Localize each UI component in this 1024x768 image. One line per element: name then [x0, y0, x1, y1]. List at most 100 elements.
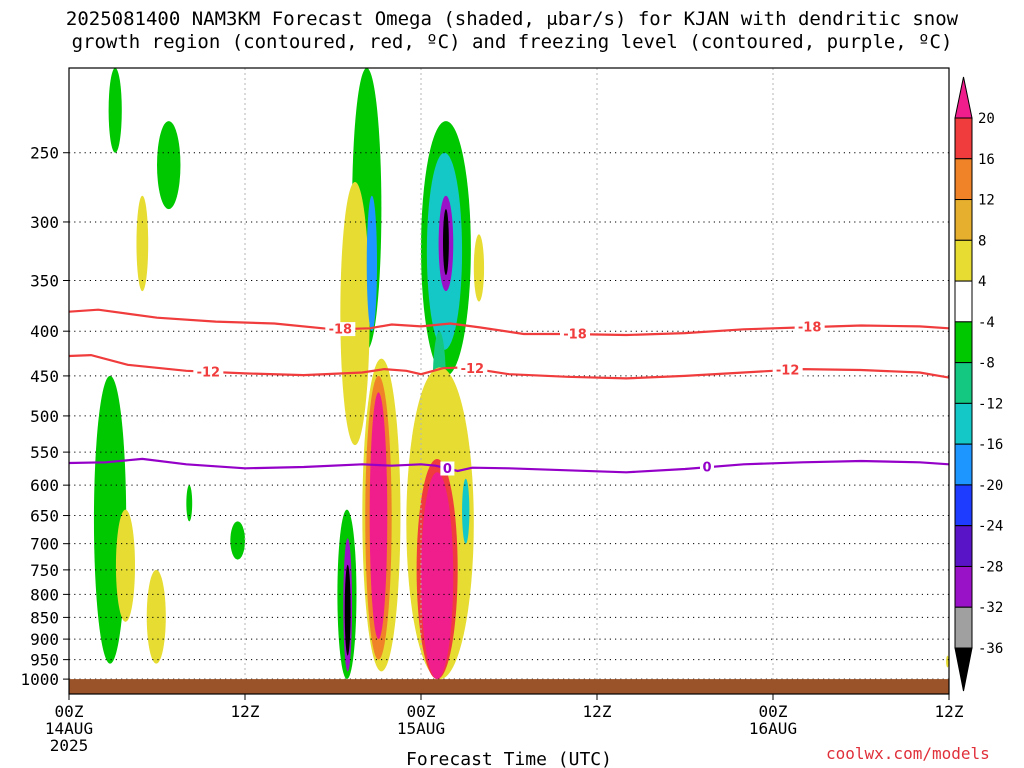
x-tick-label: 00Z [759, 702, 788, 721]
colorbar-bottom-arrow [954, 647, 973, 692]
dgz-contour [69, 308, 949, 337]
omega-blob [136, 195, 149, 292]
colorbar-top-arrow [954, 76, 973, 119]
y-tick-label: 700 [30, 535, 59, 554]
contour-label-bg [794, 320, 825, 335]
y-tick-label: 500 [30, 407, 59, 426]
colorbar-label: 12 [978, 193, 995, 209]
colorbar-label: -24 [978, 519, 1003, 535]
omega-blob [366, 195, 377, 332]
omega-blob [369, 392, 388, 640]
colorbar-segment [954, 117, 973, 160]
colorbar-segment [954, 484, 973, 527]
y-tick-label: 300 [30, 213, 59, 232]
contour-label-bg [457, 361, 488, 376]
colorbar-label: 20 [978, 111, 995, 127]
omega-blob [421, 472, 454, 680]
omega-blob [108, 68, 122, 153]
colorbar-segment [954, 321, 973, 364]
colorbar-segment [954, 402, 973, 445]
x-tick-label: 12Z [231, 702, 260, 721]
colorbar-segment [954, 565, 973, 608]
x-tick-label: 00Z [407, 702, 436, 721]
y-tick-label: 450 [30, 367, 59, 386]
contour-label-bg [325, 322, 356, 337]
x-tick-label: 00Z [55, 702, 84, 721]
colorbar-label: -32 [978, 600, 1003, 616]
contour-label: 0 [702, 461, 711, 476]
plot-frame [68, 67, 950, 695]
x-tick-date: 16AUG [749, 719, 797, 738]
colorbar-segment [954, 362, 973, 404]
y-axis-ticks: 250 300 350 400 450 500 550 600 650 700 750 800 850 9… [20, 144, 69, 689]
contour-label-bg [560, 327, 590, 342]
y-tick-label: 850 [30, 608, 59, 627]
colorbar-label: -12 [978, 396, 1003, 412]
y-tick-label: 350 [30, 271, 59, 290]
x-tick-label: 12Z [583, 702, 612, 721]
contour-labels: -18 -18 -18 -12 -12 -12 0 0 [193, 320, 825, 477]
omega-blob [462, 478, 470, 544]
colorbar-label: -8 [978, 356, 995, 372]
contour-label-bg [440, 461, 455, 476]
contour-label: -12 [461, 362, 485, 377]
y-tick-label: 1000 [20, 670, 59, 689]
credit-text: coolwx.com/models [826, 744, 990, 763]
y-tick-label: 800 [30, 585, 59, 604]
colorbar-segment [954, 606, 973, 649]
y-tick-label: 900 [30, 630, 59, 649]
terrain-fill [69, 679, 949, 694]
contour-label: -12 [197, 365, 221, 380]
omega-blob [443, 209, 449, 276]
x-tick-year: 2025 [50, 736, 89, 755]
y-tick-label: 600 [30, 476, 59, 495]
omega-blob [344, 564, 351, 656]
colorbar-label: -16 [978, 437, 1003, 453]
omega-blob [340, 181, 370, 446]
y-tick-label: 550 [30, 443, 59, 462]
contour-label-bg [193, 364, 224, 379]
colorbar-segment [954, 199, 973, 241]
y-tick-label: 650 [30, 507, 59, 526]
colorbar-segment [954, 158, 973, 201]
colorbar-label: -28 [978, 559, 1003, 575]
omega-blob [186, 485, 193, 522]
omega-blob [473, 234, 485, 302]
colorbar: 20 16 12 8 4 -4 -8 -12 -16 -20 -24 -28 -32 -36 [954, 76, 1003, 692]
colorbar-label: -20 [978, 478, 1003, 494]
x-tick-label: 12Z [935, 702, 964, 721]
colorbar-label: 4 [978, 274, 986, 290]
contour-label: -18 [798, 321, 822, 336]
colorbar-segment [954, 280, 973, 323]
omega-blob [946, 655, 949, 668]
contour-label: -18 [329, 323, 353, 338]
y-tick-label: 250 [30, 144, 59, 163]
omega-blob [230, 521, 246, 560]
contour-label: -18 [563, 328, 587, 343]
freezing-level-contour [69, 457, 949, 474]
colorbar-segment [954, 443, 973, 486]
contour-label-bg [700, 460, 714, 475]
colorbar-label: 8 [978, 233, 986, 249]
colorbar-label: -36 [978, 641, 1003, 657]
colorbar-label: 16 [978, 152, 995, 168]
chart-title-line2: growth region (contoured, red, ºC) and f… [71, 31, 953, 53]
x-axis-title: Forecast Time (UTC) [406, 749, 612, 768]
x-tick-date: 15AUG [397, 719, 445, 738]
grid [69, 68, 949, 694]
x-tick-date: 14AUG [45, 719, 93, 738]
chart-title-line1: 2025081400 NAM3KM Forecast Omega (shaded… [65, 8, 959, 30]
contour-label: -12 [776, 363, 800, 378]
colorbar-segment [954, 525, 973, 567]
y-tick-label: 400 [30, 322, 59, 341]
omega-blob [146, 569, 166, 664]
y-tick-label: 950 [30, 651, 59, 670]
y-tick-label: 750 [30, 561, 59, 580]
contour-label: 0 [443, 462, 452, 477]
colorbar-label: -4 [978, 315, 995, 331]
omega-blob [157, 121, 181, 210]
contour-label-bg [772, 362, 803, 377]
colorbar-segment [954, 239, 973, 282]
